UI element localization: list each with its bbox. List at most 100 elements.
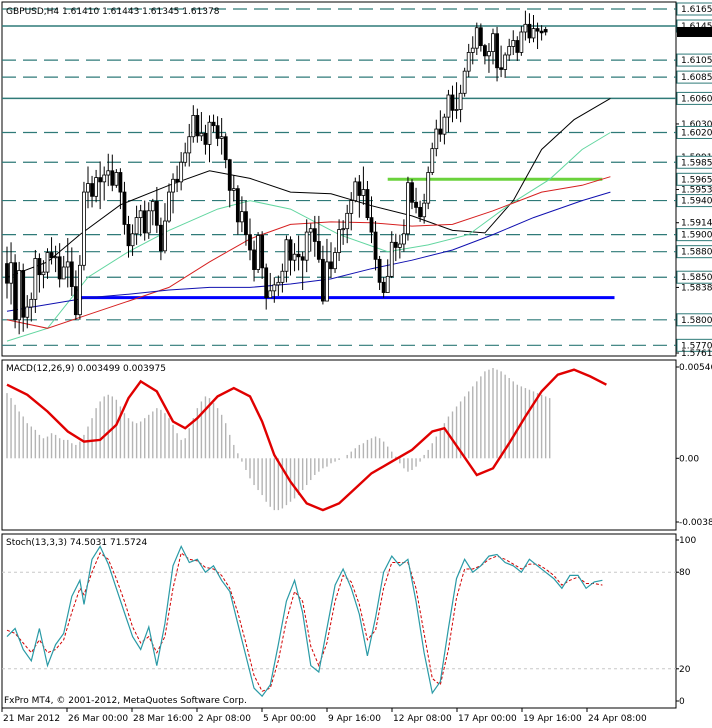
candle-95 [389,231,394,279]
price-tick-label-17: 1.5800 [681,316,712,326]
candle-46 [191,105,196,143]
candle-45 [187,123,192,167]
candle-60 [248,218,252,261]
candle-51 [211,114,216,133]
candle-103 [422,193,427,224]
candle-body-131 [535,28,540,32]
candle-94 [385,259,390,293]
candle-12 [53,245,58,273]
candle-81 [333,247,337,273]
candle-118 [482,43,487,65]
candle-body-116 [474,27,479,49]
candle-body-10 [45,252,50,273]
candle-18 [78,255,82,320]
price-tick-label-15: 1.5850 [681,273,712,283]
stoch-signal-line [6,552,603,692]
candle-90 [369,196,374,244]
candle-73 [300,251,305,290]
candle-4 [21,263,26,332]
candle-body-111 [454,109,459,111]
candle-126 [515,36,520,61]
candle-20 [86,166,90,209]
candle-101 [414,187,418,214]
candle-62 [256,232,261,273]
candle-87 [357,175,362,218]
candle-body-35 [146,210,151,234]
candle-body-71 [292,253,297,261]
candle-105 [430,142,435,176]
candle-body-17 [73,286,78,316]
candle-body-11 [49,252,54,259]
candle-body-8 [37,258,42,276]
candle-body-132 [539,30,544,34]
candle-body-120 [491,33,495,52]
candle-body-26 [110,170,115,186]
candle-117 [478,23,483,52]
candle-body-55 [227,159,232,191]
candle-108 [442,113,447,145]
candle-body-128 [523,23,528,33]
candle-body-69 [284,239,289,272]
price-label-box-18 [676,338,712,352]
candle-27 [114,169,119,188]
candle-body-57 [235,188,240,223]
candle-111 [454,82,459,119]
macd-signal-line [6,368,607,512]
candle-body-97 [397,243,402,248]
candle-29 [122,181,127,235]
stoch-tick-label-3: 0 [679,697,685,707]
candle-107 [438,110,443,142]
candle-19 [82,181,86,271]
candle-44 [183,142,188,167]
candle-body-129 [527,23,532,39]
candle-body-64 [264,267,269,299]
candle-body-78 [320,258,325,302]
candle-body-28 [118,172,123,193]
candle-9 [41,260,46,289]
price-label-box-17 [676,313,712,327]
candle-body-93 [381,281,386,293]
candle-130 [531,14,536,43]
candle-65 [268,272,273,299]
candle-115 [470,36,475,65]
candle-body-96 [393,241,398,248]
price-tick-label-10: 1.5953 [681,186,712,196]
candle-body-68 [280,270,285,283]
stoch-pane: 100 80 20 0 [1,533,696,709]
candle-body-41 [171,178,175,193]
candle-53 [219,117,224,155]
candle-body-81 [333,252,337,270]
candle-43 [179,152,184,191]
macd-tick-label-0: 0.00546 [679,363,712,373]
candle-body-58 [239,211,244,223]
candle-body-53 [219,136,224,139]
time-tick-label-4: 5 Apr 00:00 [263,714,316,724]
candle-body-33 [138,210,143,219]
candle-32 [134,205,139,245]
candle-body-92 [377,258,382,283]
candle-34 [142,200,147,241]
candle-8 [37,253,42,293]
candle-body-63 [260,235,265,269]
candle-body-94 [385,275,390,293]
stoch-tick-label-2: 20 [679,665,691,675]
candle-body-106 [434,128,439,150]
candle-132 [539,25,544,41]
price-tick-label-19: 1.5761 [681,349,712,359]
candle-body-54 [223,136,228,161]
candle-body-30 [126,224,131,247]
candle-52 [215,116,220,147]
price-tick-label-11: 1.5940 [681,197,712,207]
candle-56 [231,175,236,202]
candle-body-18 [78,264,82,316]
candle-body-52 [215,125,220,139]
candle-body-61 [252,249,256,270]
price-label-box-15 [676,270,712,284]
stoch-title: Stoch(13,3,3) 74.5031 71.5724 [6,538,147,548]
price-tick-label-4: 1.6060 [681,94,712,104]
candle-body-36 [150,201,155,212]
moving-average-0 [6,97,611,278]
candle-48 [199,112,204,141]
price-label-box-14 [676,245,712,259]
